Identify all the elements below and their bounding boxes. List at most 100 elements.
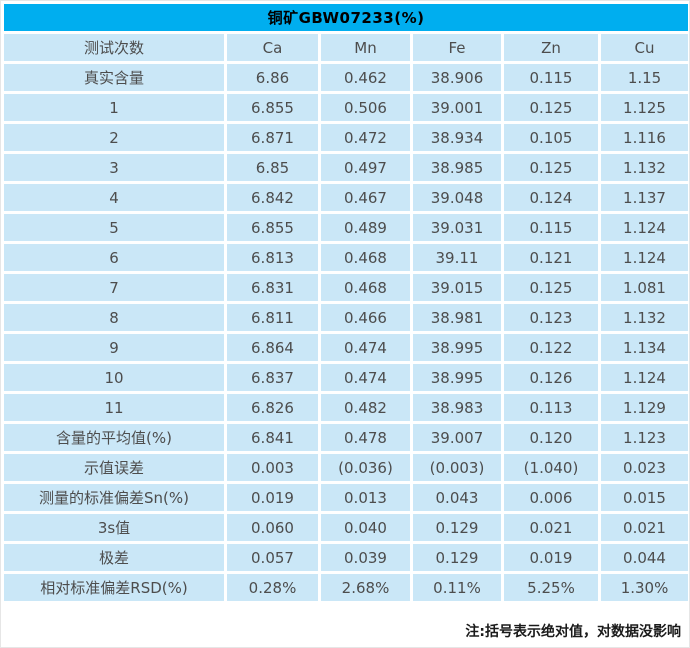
column-header: Cu [601,34,689,61]
table-row: 真实含量 6.86 0.462 38.906 0.115 1.15 [4,64,689,91]
value-cell: 0.129 [413,514,501,541]
value-cell: 0.057 [227,544,318,571]
row-label: 8 [4,304,224,331]
data-table: 铜矿GBW07233(%) 测试次数 Ca Mn Fe Zn Cu 真实含量 6.86 0.4… [1,1,689,604]
value-cell: 0.021 [504,514,598,541]
row-label: 6 [4,244,224,271]
value-cell: 0.28% [227,574,318,601]
value-cell: 1.124 [601,364,689,391]
value-cell: 1.132 [601,304,689,331]
value-cell: 0.125 [504,154,598,181]
value-cell: 6.841 [227,424,318,451]
value-cell: 38.995 [413,334,501,361]
row-label: 3s值 [4,514,224,541]
footnote: 注:括号表示绝对值，对数据没影响 [465,624,681,640]
table-row: 3s值 0.060 0.040 0.129 0.021 0.021 [4,514,689,541]
column-header: Mn [321,34,410,61]
value-cell: (1.040) [504,454,598,481]
value-cell: 0.467 [321,184,410,211]
value-cell: 6.871 [227,124,318,151]
value-cell: 6.826 [227,394,318,421]
table-row: 2 6.871 0.472 38.934 0.105 1.116 [4,124,689,151]
row-label: 4 [4,184,224,211]
value-cell: 0.474 [321,334,410,361]
value-cell: 6.855 [227,214,318,241]
table-row: 6 6.813 0.468 39.11 0.121 1.124 [4,244,689,271]
table-row: 9 6.864 0.474 38.995 0.122 1.134 [4,334,689,361]
row-label: 真实含量 [4,64,224,91]
value-cell: 6.831 [227,274,318,301]
value-cell: 1.137 [601,184,689,211]
value-cell: 0.113 [504,394,598,421]
value-cell: 0.023 [601,454,689,481]
row-label: 相对标准偏差RSD(%) [4,574,224,601]
value-cell: 0.126 [504,364,598,391]
table-row: 3 6.85 0.497 38.985 0.125 1.132 [4,154,689,181]
value-cell: 1.132 [601,154,689,181]
value-cell: 0.120 [504,424,598,451]
value-cell: 6.85 [227,154,318,181]
table-title: 铜矿GBW07233(%) [4,4,689,31]
value-cell: 0.021 [601,514,689,541]
value-cell: 38.906 [413,64,501,91]
value-cell: 6.864 [227,334,318,361]
row-label: 1 [4,94,224,121]
column-header: Zn [504,34,598,61]
value-cell: 0.506 [321,94,410,121]
table-row: 相对标准偏差RSD(%) 0.28% 2.68% 0.11% 5.25% 1.30% [4,574,689,601]
table-row: 11 6.826 0.482 38.983 0.113 1.129 [4,394,689,421]
column-header: 测试次数 [4,34,224,61]
value-cell: 1.124 [601,244,689,271]
row-label: 10 [4,364,224,391]
column-header: Fe [413,34,501,61]
value-cell: 38.983 [413,394,501,421]
value-cell: 6.86 [227,64,318,91]
row-label: 11 [4,394,224,421]
value-cell: (0.003) [413,454,501,481]
table-row: 1 6.855 0.506 39.001 0.125 1.125 [4,94,689,121]
value-cell: 39.007 [413,424,501,451]
value-cell: 39.048 [413,184,501,211]
value-cell: 0.497 [321,154,410,181]
value-cell: (0.036) [321,454,410,481]
value-cell: 0.11% [413,574,501,601]
value-cell: 0.125 [504,94,598,121]
row-label: 9 [4,334,224,361]
row-label: 7 [4,274,224,301]
value-cell: 0.060 [227,514,318,541]
row-label: 含量的平均值(%) [4,424,224,451]
value-cell: 0.003 [227,454,318,481]
value-cell: 0.019 [227,484,318,511]
value-cell: 0.043 [413,484,501,511]
value-cell: 0.474 [321,364,410,391]
table-row: 示值误差 0.003 (0.036) (0.003) (1.040) 0.023 [4,454,689,481]
value-cell: 38.934 [413,124,501,151]
value-cell: 0.115 [504,214,598,241]
title-row: 铜矿GBW07233(%) [4,4,689,31]
value-cell: 0.006 [504,484,598,511]
value-cell: 0.013 [321,484,410,511]
table-row: 7 6.831 0.468 39.015 0.125 1.081 [4,274,689,301]
value-cell: 0.466 [321,304,410,331]
value-cell: 1.081 [601,274,689,301]
value-cell: 39.11 [413,244,501,271]
table-row: 8 6.811 0.466 38.981 0.123 1.132 [4,304,689,331]
value-cell: 39.031 [413,214,501,241]
value-cell: 38.985 [413,154,501,181]
row-label: 示值误差 [4,454,224,481]
value-cell: 1.15 [601,64,689,91]
value-cell: 0.482 [321,394,410,421]
value-cell: 0.478 [321,424,410,451]
value-cell: 0.019 [504,544,598,571]
value-cell: 0.123 [504,304,598,331]
value-cell: 0.468 [321,274,410,301]
value-cell: 39.001 [413,94,501,121]
value-cell: 1.134 [601,334,689,361]
value-cell: 1.125 [601,94,689,121]
table-row: 4 6.842 0.467 39.048 0.124 1.137 [4,184,689,211]
value-cell: 0.121 [504,244,598,271]
table-row: 测量的标准偏差Sn(%) 0.019 0.013 0.043 0.006 0.015 [4,484,689,511]
value-cell: 0.044 [601,544,689,571]
value-cell: 0.125 [504,274,598,301]
